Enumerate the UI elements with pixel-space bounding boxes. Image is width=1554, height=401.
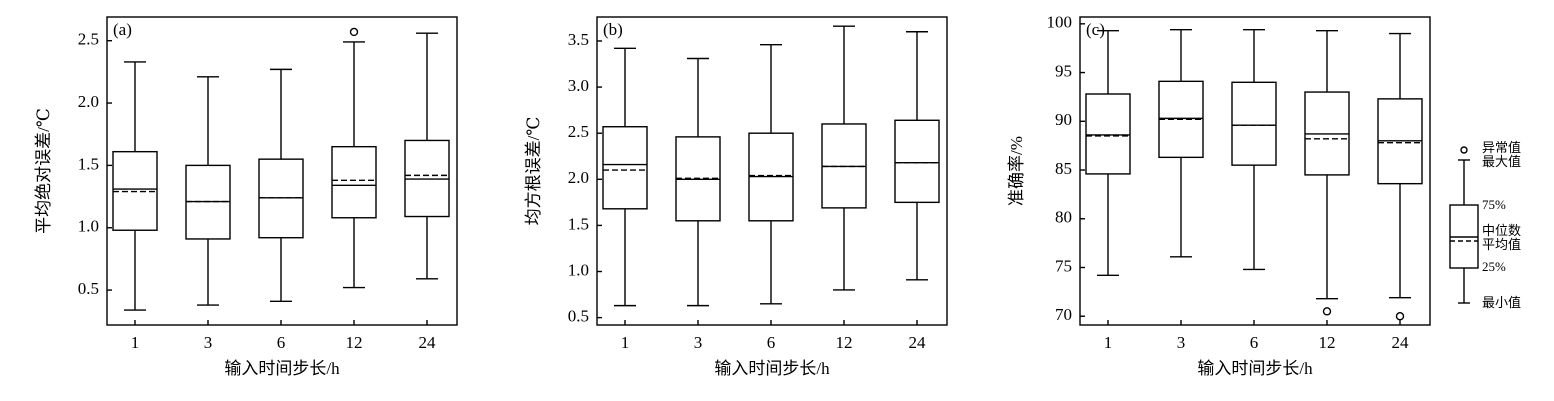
- y-tick-label: 3.5: [568, 30, 589, 49]
- x-tick-label: 24: [909, 333, 927, 352]
- y-tick-label: 70: [1055, 305, 1072, 324]
- legend-outlier: [1460, 146, 1468, 154]
- x-tick-label: 12: [346, 333, 363, 352]
- x-tick-label: 1: [1104, 333, 1113, 352]
- y-tick-label: 2.5: [78, 30, 99, 49]
- plot-frame: [596, 16, 948, 326]
- y-tick-label: 0.5: [568, 307, 589, 326]
- x-tick-label: 3: [204, 333, 213, 352]
- legend-label: 异常值: [1482, 140, 1521, 155]
- x-tick-label: 24: [1392, 333, 1410, 352]
- x-tick-label: 1: [131, 333, 140, 352]
- plot-frame: [1079, 16, 1431, 326]
- outlier: [349, 27, 359, 37]
- y-axis-label: 准确率/%: [1007, 136, 1026, 206]
- plot-frame: [106, 16, 458, 326]
- y-tick-label: 75: [1055, 256, 1072, 275]
- y-tick-label: 2.0: [568, 168, 589, 187]
- y-tick-label: 80: [1055, 208, 1072, 227]
- x-axis-label: 输入时间步长/h: [714, 359, 830, 378]
- y-tick-label: 100: [1047, 13, 1073, 32]
- y-tick-label: 85: [1055, 159, 1072, 178]
- legend-key: 异常值 最大值 75% 中位数 平均值 25% 最小值: [1449, 140, 1521, 310]
- y-tick-label: 1.0: [568, 260, 589, 279]
- x-axis-label: 输入时间步长/h: [224, 359, 340, 378]
- y-tick-label: 1.5: [568, 214, 589, 233]
- y-tick-label: 95: [1055, 61, 1072, 80]
- legend-label: 最小值: [1482, 295, 1521, 310]
- x-tick-label: 12: [1319, 333, 1336, 352]
- legend-label: 75%: [1482, 197, 1506, 212]
- box: [331, 145, 377, 219]
- panel-label: (a): [113, 20, 132, 39]
- x-axis-label: 输入时间步长/h: [1197, 359, 1313, 378]
- outlier: [1395, 312, 1405, 321]
- y-tick-label: 3.0: [568, 76, 589, 95]
- legend-label: 中位数: [1482, 223, 1521, 238]
- legend-label: 25%: [1482, 259, 1506, 274]
- y-tick-label: 0.5: [78, 279, 99, 298]
- x-tick-label: 12: [836, 333, 853, 352]
- y-tick-label: 2.0: [78, 92, 99, 111]
- y-tick-label: 1.0: [78, 217, 99, 236]
- y-tick-label: 1.5: [78, 154, 99, 173]
- y-tick-label: 90: [1055, 110, 1072, 129]
- box: [894, 119, 940, 204]
- box: [1085, 93, 1131, 175]
- y-tick-label: 2.5: [568, 122, 589, 141]
- x-tick-label: 24: [419, 333, 437, 352]
- legend-label: 平均值: [1482, 237, 1521, 252]
- x-tick-label: 3: [694, 333, 703, 352]
- outlier: [1322, 307, 1332, 316]
- x-tick-label: 6: [277, 333, 286, 352]
- x-tick-label: 3: [1177, 333, 1186, 352]
- panel-label: (c): [1086, 20, 1105, 39]
- x-tick-label: 6: [1250, 333, 1259, 352]
- x-tick-label: 1: [621, 333, 630, 352]
- box: [1231, 81, 1277, 166]
- x-tick-label: 6: [767, 333, 776, 352]
- box: [602, 126, 648, 210]
- panel-label: (b): [603, 20, 623, 39]
- y-axis-label: 均方根误差/℃: [524, 117, 543, 226]
- legend-label: 最大值: [1482, 154, 1521, 169]
- y-axis-label: 平均绝对误差/℃: [34, 108, 53, 234]
